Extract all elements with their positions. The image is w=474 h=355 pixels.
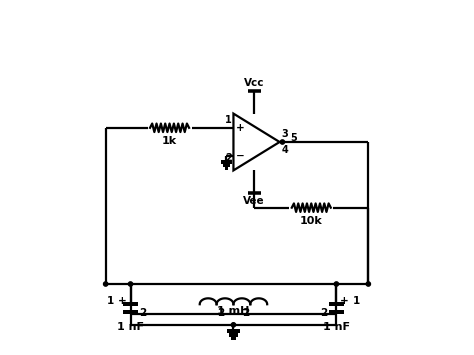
Text: 1 mH: 1 mH [217, 306, 250, 316]
Text: 1: 1 [107, 296, 115, 306]
Circle shape [334, 282, 338, 286]
Circle shape [231, 323, 236, 327]
Text: Vcc: Vcc [244, 78, 264, 88]
Text: +: + [118, 296, 127, 306]
Circle shape [103, 282, 108, 286]
Text: 1 nF: 1 nF [323, 322, 350, 333]
Text: 4: 4 [282, 145, 288, 155]
Text: +: + [340, 296, 348, 306]
Text: 1 nF: 1 nF [117, 322, 144, 333]
Text: 1: 1 [352, 296, 360, 306]
Text: 2: 2 [139, 308, 146, 318]
Text: 5: 5 [290, 133, 297, 143]
Circle shape [280, 140, 284, 144]
Text: 2: 2 [320, 308, 328, 318]
Text: 10k: 10k [300, 216, 323, 226]
Text: Vee: Vee [244, 196, 265, 206]
Text: 1: 1 [225, 115, 232, 125]
Text: 2: 2 [217, 308, 225, 318]
Text: 2: 2 [225, 153, 232, 163]
Text: 3: 3 [282, 129, 288, 139]
Text: 1k: 1k [162, 136, 177, 146]
Text: −: − [236, 151, 244, 161]
Circle shape [128, 282, 133, 286]
Text: +: + [236, 123, 244, 133]
Circle shape [366, 282, 371, 286]
Text: 2: 2 [242, 308, 250, 318]
